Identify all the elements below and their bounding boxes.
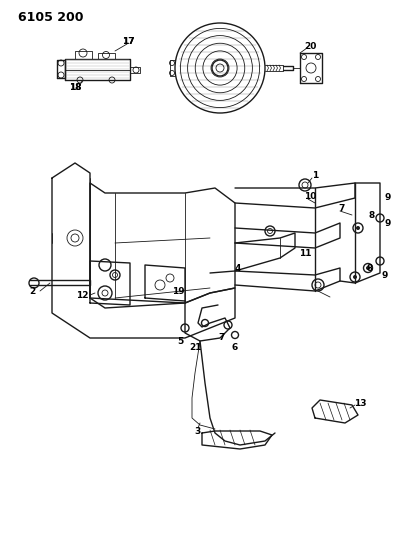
Text: 9: 9 <box>384 192 390 201</box>
Text: 3: 3 <box>194 426 201 435</box>
Text: 6105 200: 6105 200 <box>18 11 83 24</box>
Text: 1: 1 <box>311 171 317 180</box>
Text: 8: 8 <box>366 263 372 272</box>
Text: 10: 10 <box>303 191 315 200</box>
Text: 7: 7 <box>338 204 344 213</box>
Text: 5: 5 <box>176 336 183 345</box>
Text: 18: 18 <box>69 83 81 92</box>
Text: 12: 12 <box>76 290 88 300</box>
Text: 19: 19 <box>171 287 184 295</box>
Text: 2: 2 <box>29 287 35 295</box>
Text: 4: 4 <box>234 263 240 272</box>
Text: 13: 13 <box>353 399 365 408</box>
Circle shape <box>365 266 369 270</box>
Text: 21: 21 <box>189 343 202 351</box>
Text: 8: 8 <box>368 211 374 220</box>
Circle shape <box>355 226 359 230</box>
Text: 17: 17 <box>121 36 134 45</box>
Text: 6: 6 <box>231 343 238 352</box>
Text: 11: 11 <box>298 248 310 257</box>
Text: 9: 9 <box>381 271 387 279</box>
Text: 7: 7 <box>218 334 225 343</box>
Text: 9: 9 <box>384 219 390 228</box>
Text: 20: 20 <box>303 42 315 51</box>
Circle shape <box>352 275 356 279</box>
Text: 17: 17 <box>121 36 134 45</box>
Text: 18: 18 <box>69 83 81 92</box>
